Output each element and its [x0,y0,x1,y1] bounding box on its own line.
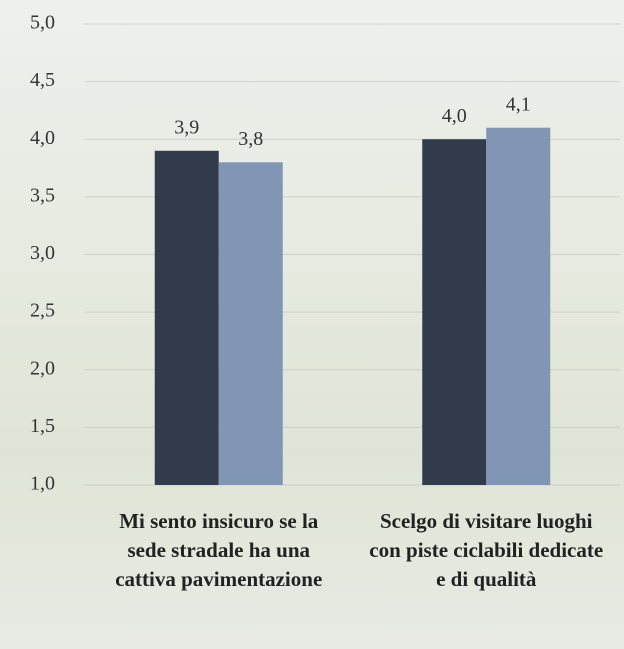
y-tick-label: 2,0 [30,357,55,379]
data-label: 4,1 [506,93,531,115]
bar [422,139,487,485]
bar [486,127,551,485]
bar [218,162,283,486]
x-tick-label: Mi sento insicuro se la sede stradale ha… [115,509,323,591]
y-tick-label: 3,5 [30,184,55,206]
y-tick-label: 5,0 [30,12,55,34]
y-tick-label: 2,5 [30,300,55,322]
x-tick-label: Scelgo di visitare luoghi con piste cicl… [369,509,604,591]
data-label: 3,8 [238,128,263,150]
data-label: 4,0 [442,105,467,127]
bar [154,150,219,485]
y-tick-label: 4,5 [30,69,55,91]
y-tick-label: 1,5 [30,415,55,437]
y-tick-label: 3,0 [30,242,55,264]
y-tick-label: 1,0 [30,473,55,495]
data-label: 3,9 [174,116,199,138]
y-tick-label: 4,0 [30,127,55,149]
